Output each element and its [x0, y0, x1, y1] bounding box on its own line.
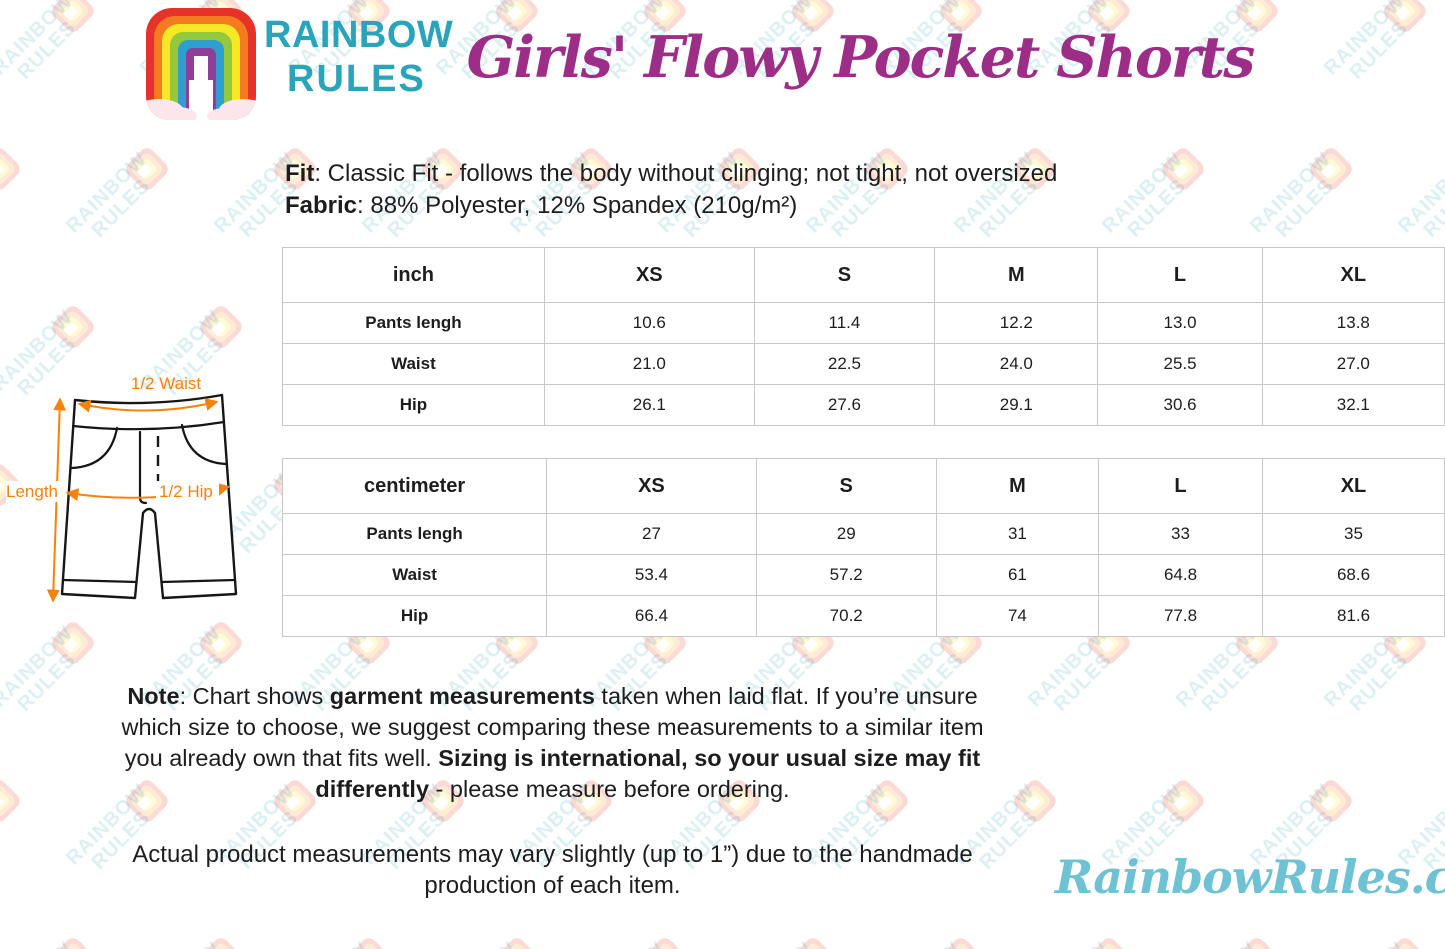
size-cell: 61	[935, 554, 1100, 596]
product-info: Fit: Classic Fit - follows the body with…	[285, 158, 1057, 222]
size-cell: 81.6	[1261, 595, 1445, 637]
size-cell: 32.1	[1261, 384, 1445, 426]
fabric-line: Fabric: 88% Polyester, 12% Spandex (210g…	[285, 190, 1057, 222]
column-header: centimeter	[281, 458, 548, 514]
size-cell: 31	[935, 513, 1100, 555]
table-row: Waist 53.4 57.2 61 64.8 68.6	[281, 554, 1445, 596]
size-cell: 12.2	[934, 302, 1099, 344]
size-cell: 29.1	[934, 384, 1099, 426]
waist-arrow	[77, 398, 219, 413]
row-label: Hip	[282, 384, 545, 426]
column-header: M	[934, 247, 1099, 303]
size-cell: 24.0	[934, 343, 1099, 385]
hip-label: 1/2 Hip	[159, 482, 213, 501]
table-row: Hip 26.1 27.6 29.1 30.6 32.1	[282, 384, 1445, 426]
column-header: L	[1097, 247, 1263, 303]
row-label: Waist	[281, 554, 548, 596]
fabric-text: : 88% Polyester, 12% Spandex (210g/m²)	[357, 192, 798, 219]
table-row: Pants lengh 27 29 31 33 35	[281, 513, 1445, 555]
size-cell: 10.6	[543, 302, 755, 344]
size-cell: 21.0	[543, 343, 755, 385]
column-header: XS	[546, 458, 757, 514]
centimeter-size-table: centimeter XS S M L XL Pants lengh 27 29…	[281, 458, 1445, 637]
size-cell: 74	[935, 595, 1100, 637]
page-title: Girls' Flowy Pocket Shorts	[466, 24, 1256, 91]
size-cell: 57.2	[755, 554, 937, 596]
note-text: taken when laid flat. If you’re unsure w…	[121, 683, 984, 771]
size-cell: 33	[1098, 513, 1263, 555]
row-label: Pants lengh	[281, 513, 548, 555]
rainbow-logo-icon	[146, 8, 256, 120]
column-header: S	[753, 247, 936, 303]
column-header: L	[1098, 458, 1263, 514]
note-bold-garment: garment measurements	[329, 683, 595, 709]
note-bold-sizing: Sizing is international, so your usual s…	[315, 745, 981, 802]
brand-line-rules: RULES	[287, 58, 426, 100]
row-label: Hip	[281, 595, 548, 637]
note-label: Note	[127, 683, 180, 709]
size-cell: 22.5	[753, 343, 936, 385]
size-cell: 66.4	[546, 595, 757, 637]
fit-text: : Classic Fit - follows the body without…	[314, 160, 1058, 187]
size-cell: 30.6	[1097, 384, 1263, 426]
note-text: : Chart shows	[179, 683, 330, 709]
inch-size-table: inch XS S M L XL Pants lengh 10.6 11.4 1…	[282, 247, 1445, 426]
brand-line-rainbow: RAINBOW	[264, 14, 454, 56]
column-header: XS	[543, 247, 755, 303]
size-cell: 29	[755, 513, 937, 555]
size-cell: 68.6	[1261, 554, 1445, 596]
column-header: XL	[1261, 247, 1445, 303]
fit-line: Fit: Classic Fit - follows the body with…	[285, 158, 1057, 190]
length-label: Length	[6, 482, 58, 501]
size-cell: 25.5	[1097, 343, 1263, 385]
website-url: RainbowRules.com	[1055, 850, 1445, 904]
size-cell: 13.0	[1097, 302, 1263, 344]
waist-label: 1/2 Waist	[131, 374, 202, 393]
size-cell: 64.8	[1098, 554, 1263, 596]
row-label: Waist	[282, 343, 545, 385]
column-header: M	[935, 458, 1100, 514]
brand-logo-text: RAINBOW RULES	[264, 13, 453, 101]
inch-header-row: inch XS S M L XL	[282, 247, 1445, 303]
column-header: XL	[1261, 458, 1445, 514]
size-cell: 70.2	[755, 595, 937, 637]
size-cell: 77.8	[1098, 595, 1263, 637]
row-label: Pants lengh	[282, 302, 545, 344]
column-header: S	[755, 458, 937, 514]
size-cell: 11.4	[753, 302, 936, 344]
handmade-disclaimer: Actual product measurements may vary sli…	[132, 841, 973, 899]
table-row: Pants lengh 10.6 11.4 12.2 13.0 13.8	[282, 302, 1445, 344]
column-header: inch	[282, 247, 545, 303]
table-row: Hip 66.4 70.2 74 77.8 81.6	[281, 595, 1445, 637]
size-cell: 27	[546, 513, 757, 555]
size-cell: 26.1	[543, 384, 755, 426]
fit-label: Fit	[285, 160, 315, 187]
fabric-label: Fabric	[285, 192, 358, 219]
size-cell: 35	[1261, 513, 1445, 555]
note-text: - please measure before ordering.	[429, 776, 790, 802]
size-cell: 27.6	[753, 384, 936, 426]
table-row: Waist 21.0 22.5 24.0 25.5 27.0	[282, 343, 1445, 385]
sizing-note: Note: Chart shows garment measurements t…	[100, 681, 1005, 805]
shorts-measurement-diagram: 1/2 Waist Length 1/2 Hip	[6, 374, 238, 603]
cm-header-row: centimeter XS S M L XL	[281, 458, 1445, 514]
size-cell: 13.8	[1261, 302, 1445, 344]
size-cell: 27.0	[1261, 343, 1445, 385]
size-cell: 53.4	[546, 554, 757, 596]
